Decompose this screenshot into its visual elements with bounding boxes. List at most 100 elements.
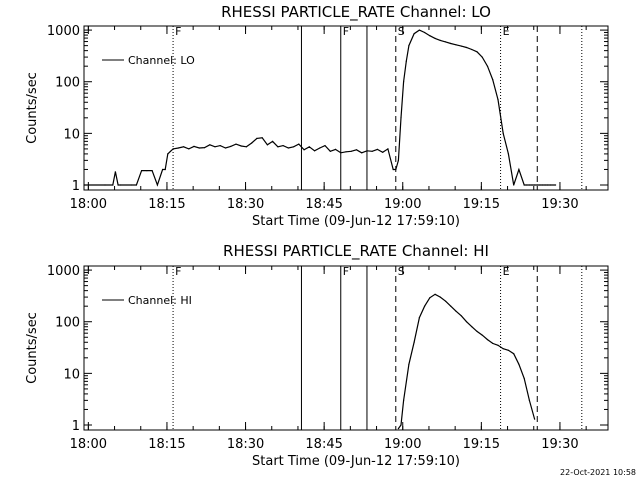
event-marker-label: E: [503, 25, 510, 38]
data-point: [251, 142, 253, 144]
chart-title: RHESSI PARTICLE_RATE Channel: HI: [223, 242, 489, 261]
data-point: [549, 184, 552, 186]
data-point: [405, 60, 407, 62]
data-point: [117, 184, 119, 186]
data-point: [164, 168, 166, 171]
data-point: [518, 168, 520, 171]
data-point: [507, 349, 509, 351]
data-point: [513, 353, 515, 355]
x-tick-label: 19:00: [384, 197, 421, 212]
data-point: [261, 137, 263, 139]
data-point: [481, 56, 483, 58]
data-point: [308, 146, 310, 148]
data-point: [497, 99, 499, 101]
data-point: [277, 146, 279, 148]
data-point: [403, 399, 405, 401]
data-point: [539, 184, 541, 186]
y-tick-label: 10: [63, 367, 80, 382]
data-point: [209, 144, 211, 146]
y-tick-label: 1000: [47, 24, 80, 39]
data-point: [400, 424, 402, 426]
data-point: [471, 326, 473, 328]
x-tick-label: 19:30: [541, 437, 578, 452]
data-point: [434, 293, 436, 295]
data-point: [345, 151, 347, 153]
data-point: [266, 144, 268, 146]
data-point: [555, 184, 557, 186]
data-point: [112, 184, 114, 186]
data-point: [424, 31, 426, 34]
data-point: [502, 132, 504, 134]
data-point: [455, 44, 457, 46]
event-marker-label: F: [175, 25, 181, 38]
x-tick-label: 18:00: [70, 197, 107, 212]
data-point: [203, 147, 206, 149]
data-point: [130, 184, 132, 186]
data-point: [424, 305, 426, 307]
data-point: [418, 29, 420, 31]
data-point: [445, 300, 447, 302]
data-point: [151, 170, 153, 172]
data-point: [541, 184, 544, 186]
data-point: [476, 51, 478, 53]
data-point: [293, 146, 295, 148]
data-point: [408, 45, 410, 47]
data-point: [214, 146, 216, 148]
data-point: [481, 334, 483, 336]
data-point: [287, 147, 289, 149]
data-point: [439, 39, 441, 42]
data-point: [120, 184, 122, 186]
y-axis-label: Counts/sec: [25, 312, 40, 384]
data-point: [397, 428, 399, 430]
data-point: [340, 152, 342, 154]
data-point: [523, 377, 525, 379]
data-point: [314, 150, 316, 152]
data-point: [523, 184, 525, 186]
data-point: [240, 145, 242, 147]
x-tick-label: 19:15: [463, 437, 500, 452]
data-point: [366, 150, 368, 152]
y-tick-label: 100: [55, 316, 80, 331]
data-point: [486, 65, 489, 67]
data-point: [188, 148, 190, 150]
x-tick-label: 19:30: [541, 197, 578, 212]
data-point: [400, 117, 402, 119]
data-point: [465, 46, 468, 49]
data-point: [162, 168, 164, 171]
event-marker-label: F: [175, 265, 181, 278]
x-tick-label: 18:45: [305, 197, 342, 212]
data-point: [507, 153, 509, 155]
data-point: [104, 184, 106, 186]
data-point: [141, 170, 143, 172]
data-point: [528, 399, 531, 401]
x-tick-label: 18:00: [70, 437, 107, 452]
data-point: [224, 147, 227, 149]
event-marker-label: S: [398, 25, 405, 38]
data-point: [172, 148, 174, 150]
chart-panel-2: RHESSI PARTICLE_RATE Channel: HI Counts/s…: [25, 242, 609, 469]
data-point: [193, 145, 195, 147]
data-point: [319, 147, 321, 149]
y-tick-label: 10: [63, 127, 80, 142]
data-point: [167, 153, 169, 155]
legend-entry: Channel: LO: [128, 54, 195, 67]
data-point: [455, 310, 457, 312]
data-point: [547, 184, 549, 186]
data-point: [429, 35, 431, 37]
chart-panel-1: RHESSI PARTICLE_RATE Channel: LO Counts/s…: [25, 3, 609, 229]
data-point: [256, 137, 258, 139]
data-point: [361, 152, 363, 154]
data-point: [371, 150, 373, 152]
event-marker-label: S: [398, 265, 405, 278]
data-point: [460, 45, 462, 47]
data-point: [235, 143, 237, 145]
data-point: [528, 184, 531, 186]
x-axis-label: Start Time (09-Jun-12 17:59:10): [252, 214, 460, 229]
plot-frame: [83, 25, 609, 191]
data-point: [114, 171, 116, 173]
data-point: [303, 149, 305, 151]
data-point: [413, 341, 415, 343]
data-point: [382, 151, 384, 153]
y-tick-label: 1000: [47, 264, 80, 279]
x-tick-label: 19:00: [384, 437, 421, 452]
